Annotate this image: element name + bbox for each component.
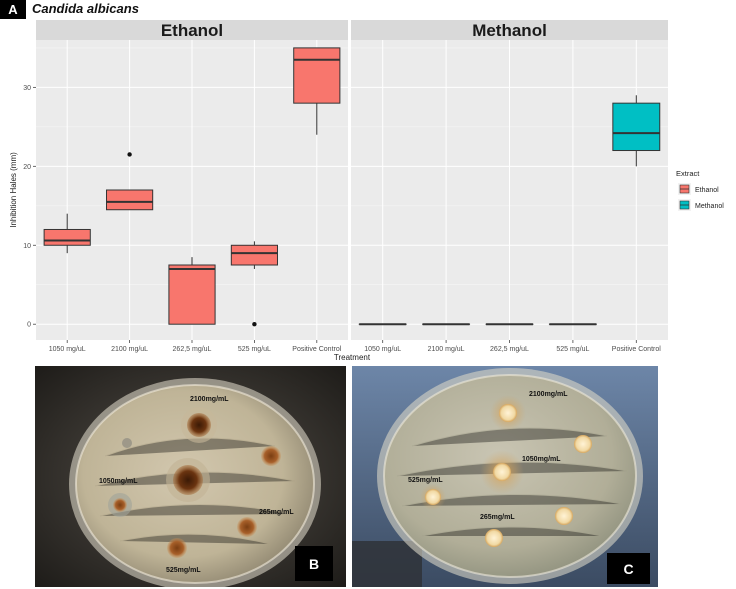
photo-b-label-2100: 2100mg/mL: [190, 396, 229, 403]
x-tick-label: 525 mg/uL: [556, 346, 589, 353]
panel-a-label: A: [0, 0, 26, 19]
x-tick-label: 262,5 mg/uL: [490, 346, 529, 353]
x-axis-title: Treatment: [334, 353, 371, 362]
panel-b-label: B: [295, 546, 333, 581]
y-axis-title: Inhibition Hales (mm): [9, 152, 18, 228]
y-tick-label: 30: [23, 85, 31, 92]
box-methanol-positive-control: [612, 102, 661, 152]
photo-b-label-1050: 1050mg/mL: [99, 478, 138, 485]
facet-label-methanol: Methanol: [472, 21, 547, 40]
box-ethanol-525-mg-ul: [230, 244, 278, 266]
legend-label-methanol: Methanol: [695, 203, 724, 210]
box-ethanol-1050-mg-ul: [43, 228, 91, 246]
y-tick-label: 20: [23, 164, 31, 171]
petri-dish-photo-methanol: 2100mg/mL 1050mg/mL 525mg/mL 265mg/mL: [352, 366, 658, 587]
x-tick-label: 525 mg/uL: [238, 346, 271, 353]
photo-c-label-525: 525mg/mL: [408, 477, 443, 484]
facet-strip-methanol: [351, 20, 668, 40]
x-tick-label: 262,5 mg/uL: [173, 346, 212, 353]
panel-c-label: C: [607, 553, 650, 584]
y-tick-label: 10: [23, 243, 31, 250]
legend-title: Extract: [676, 169, 700, 178]
box-plot-chart: Ethanol 1050 mg/uL 2100 mg/uL 262,5 mg/uL 52…: [9, 20, 724, 362]
outlier-point-525-mg-ul: [252, 322, 257, 327]
x-tick-label: 2100 mg/uL: [428, 346, 465, 353]
petri-dish-photo-ethanol: 2100mg/mL 1050mg/mL 265mg/mL 525mg/mL: [35, 366, 346, 587]
facet-label-ethanol: Ethanol: [161, 21, 223, 40]
petri-dish-methanol-image: 2100mg/mL 1050mg/mL 525mg/mL 265mg/mL: [352, 366, 658, 587]
photo-c-label-2100: 2100mg/mL: [529, 391, 568, 398]
x-tick-label: 2100 mg/uL: [111, 346, 148, 353]
photo-c-label-1050: 1050mg/mL: [522, 456, 561, 463]
photo-c-label-265: 265mg/mL: [480, 514, 515, 521]
x-tick-label: 1050 mg/uL: [49, 346, 86, 353]
x-tick-label: Positive Control: [292, 346, 341, 353]
box-ethanol-2100-mg-ul: [106, 189, 154, 211]
x-tick-label: Positive Control: [612, 346, 661, 353]
petri-dish-ethanol-image: 2100mg/mL 1050mg/mL 265mg/mL 525mg/mL: [35, 366, 346, 587]
x-tick-label: 1050 mg/uL: [364, 346, 401, 353]
box-ethanol-positive-control: [293, 47, 341, 104]
photo-b-label-525: 525mg/mL: [166, 567, 201, 574]
y-tick-label: 0: [27, 322, 31, 329]
box-ethanol-262-5-mg-ul: [168, 264, 216, 325]
outlier-point-2100-mg-ul: [127, 152, 132, 157]
facet-strip-ethanol: [36, 20, 348, 40]
figure-title: Candida albicans: [32, 1, 139, 16]
legend-label-ethanol: Ethanol: [695, 187, 719, 194]
photo-b-label-265: 265mg/mL: [259, 509, 294, 516]
